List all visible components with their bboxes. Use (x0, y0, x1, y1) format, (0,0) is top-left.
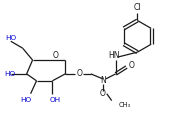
Text: HO: HO (20, 97, 31, 103)
Text: O: O (129, 60, 135, 70)
Text: CH₃: CH₃ (119, 102, 131, 108)
Text: HO: HO (5, 35, 16, 41)
Text: HO: HO (4, 71, 15, 77)
Text: OH: OH (50, 97, 61, 103)
Text: O: O (76, 69, 82, 78)
Text: Cl: Cl (134, 3, 141, 12)
Text: O: O (100, 89, 106, 98)
Text: O: O (52, 51, 58, 60)
Text: HN: HN (108, 51, 120, 60)
Text: N: N (100, 76, 106, 85)
